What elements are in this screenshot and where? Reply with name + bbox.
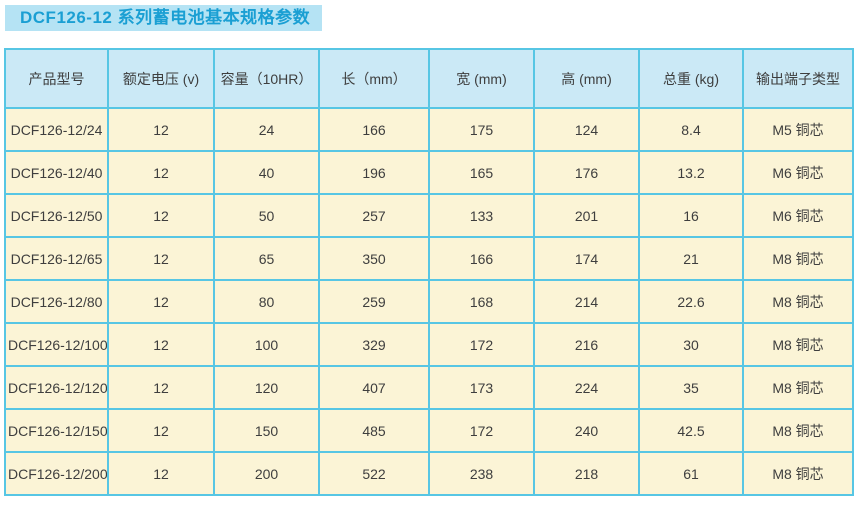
value-cell: 120 — [213, 365, 320, 410]
table-row: DCF126-12/100 12 100 329 172 216 30 M8 铜芯 — [4, 322, 854, 367]
value-cell: 12 — [107, 193, 215, 238]
value-cell: M6 铜芯 — [742, 150, 854, 195]
value-cell: M8 铜芯 — [742, 451, 854, 496]
table-row: DCF126-12/50 12 50 257 133 201 16 M6 铜芯 — [4, 193, 854, 238]
value-cell: 172 — [428, 322, 535, 367]
column-header: 高 (mm) — [533, 48, 640, 109]
table-row: DCF126-12/80 12 80 259 168 214 22.6 M8 铜芯 — [4, 279, 854, 324]
value-cell: 24 — [213, 107, 320, 152]
value-cell: 329 — [318, 322, 430, 367]
value-cell: 61 — [638, 451, 744, 496]
column-header: 长（mm） — [318, 48, 430, 109]
value-cell: 16 — [638, 193, 744, 238]
value-cell: 65 — [213, 236, 320, 281]
value-cell: 12 — [107, 408, 215, 453]
value-cell: 173 — [428, 365, 535, 410]
value-cell: 12 — [107, 451, 215, 496]
value-cell: 174 — [533, 236, 640, 281]
value-cell: 214 — [533, 279, 640, 324]
column-header: 总重 (kg) — [638, 48, 744, 109]
model-cell: DCF126-12/150 — [4, 408, 109, 453]
value-cell: 166 — [428, 236, 535, 281]
model-cell: DCF126-12/65 — [4, 236, 109, 281]
model-cell: DCF126-12/120 — [4, 365, 109, 410]
value-cell: 165 — [428, 150, 535, 195]
value-cell: 407 — [318, 365, 430, 410]
title-row: DCF126-12 系列蓄电池基本规格参数 — [0, 0, 860, 33]
value-cell: 80 — [213, 279, 320, 324]
value-cell: M5 铜芯 — [742, 107, 854, 152]
value-cell: 12 — [107, 279, 215, 324]
value-cell: 175 — [428, 107, 535, 152]
column-header: 容量（10HR） — [213, 48, 320, 109]
value-cell: 259 — [318, 279, 430, 324]
table-row: DCF126-12/120 12 120 407 173 224 35 M8 铜芯 — [4, 365, 854, 410]
value-cell: 50 — [213, 193, 320, 238]
value-cell: 12 — [107, 236, 215, 281]
value-cell: M8 铜芯 — [742, 365, 854, 410]
value-cell: 42.5 — [638, 408, 744, 453]
value-cell: M8 铜芯 — [742, 408, 854, 453]
model-cell: DCF126-12/24 — [4, 107, 109, 152]
value-cell: 201 — [533, 193, 640, 238]
value-cell: 350 — [318, 236, 430, 281]
column-header: 输出端子类型 — [742, 48, 854, 109]
column-header: 产品型号 — [4, 48, 109, 109]
value-cell: 224 — [533, 365, 640, 410]
model-cell: DCF126-12/50 — [4, 193, 109, 238]
header-row: 产品型号 额定电压 (v) 容量（10HR） 长（mm）宽 (mm) 高 (mm) 总重 … — [4, 48, 854, 109]
value-cell: 218 — [533, 451, 640, 496]
table-row: DCF126-12/65 12 65 350 166 174 21 M8 铜芯 — [4, 236, 854, 281]
model-cell: DCF126-12/40 — [4, 150, 109, 195]
value-cell: M8 铜芯 — [742, 236, 854, 281]
model-cell: DCF126-12/200 — [4, 451, 109, 496]
value-cell: 485 — [318, 408, 430, 453]
table-row: DCF126-12/40 12 40 196 165 176 13.2 M6 铜芯 — [4, 150, 854, 195]
value-cell: 8.4 — [638, 107, 744, 152]
value-cell: 35 — [638, 365, 744, 410]
value-cell: 13.2 — [638, 150, 744, 195]
value-cell: 196 — [318, 150, 430, 195]
value-cell: 124 — [533, 107, 640, 152]
value-cell: 12 — [107, 322, 215, 367]
value-cell: 12 — [107, 365, 215, 410]
value-cell: M8 铜芯 — [742, 322, 854, 367]
value-cell: 22.6 — [638, 279, 744, 324]
value-cell: 168 — [428, 279, 535, 324]
value-cell: 172 — [428, 408, 535, 453]
value-cell: M8 铜芯 — [742, 279, 854, 324]
value-cell: M6 铜芯 — [742, 193, 854, 238]
value-cell: 166 — [318, 107, 430, 152]
page-title: DCF126-12 系列蓄电池基本规格参数 — [5, 5, 323, 31]
value-cell: 240 — [533, 408, 640, 453]
model-cell: DCF126-12/80 — [4, 279, 109, 324]
column-header: 额定电压 (v) — [107, 48, 215, 109]
model-cell: DCF126-12/100 — [4, 322, 109, 367]
value-cell: 40 — [213, 150, 320, 195]
value-cell: 522 — [318, 451, 430, 496]
table-row: DCF126-12/200 12 200 522 238 218 61 M8 铜芯 — [4, 451, 854, 496]
value-cell: 21 — [638, 236, 744, 281]
value-cell: 216 — [533, 322, 640, 367]
value-cell: 200 — [213, 451, 320, 496]
value-cell: 100 — [213, 322, 320, 367]
value-cell: 150 — [213, 408, 320, 453]
battery-spec-table: 产品型号 额定电压 (v) 容量（10HR） 长（mm）宽 (mm) 高 (mm) 总重 … — [4, 48, 854, 496]
table-row: DCF126-12/150 12 150 485 172 240 42.5 M8 铜芯 — [4, 408, 854, 453]
value-cell: 12 — [107, 107, 215, 152]
value-cell: 238 — [428, 451, 535, 496]
value-cell: 133 — [428, 193, 535, 238]
value-cell: 257 — [318, 193, 430, 238]
table-row: DCF126-12/24 12 24 166 175 124 8.4 M5 铜芯 — [4, 107, 854, 152]
value-cell: 12 — [107, 150, 215, 195]
column-header: 宽 (mm) — [428, 48, 535, 109]
value-cell: 30 — [638, 322, 744, 367]
value-cell: 176 — [533, 150, 640, 195]
